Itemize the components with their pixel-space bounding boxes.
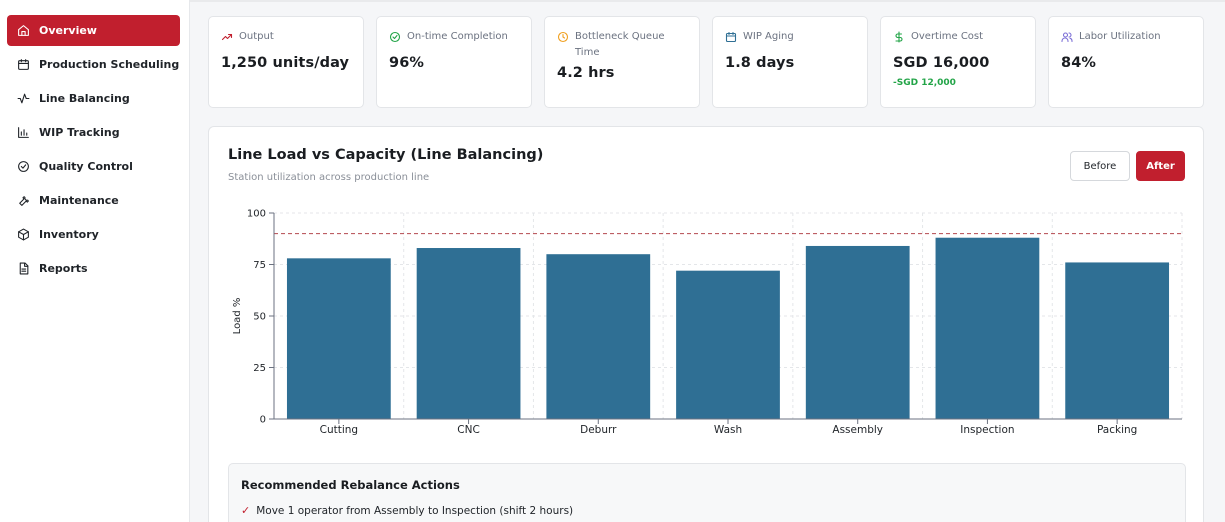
- box-icon: [18, 228, 29, 241]
- sidebar-item-label: Overview: [39, 24, 97, 37]
- sidebar: Overview Production Scheduling Line Bala…: [0, 0, 190, 522]
- before-button[interactable]: Before: [1070, 151, 1130, 181]
- y-tick-label: 100: [247, 209, 266, 220]
- kpi-label: WIP Aging: [743, 31, 794, 42]
- kpi-card-labor-utilization: Labor Utilization 84%: [1048, 16, 1204, 108]
- sidebar-item-production-scheduling[interactable]: Production Scheduling: [7, 49, 180, 80]
- kpi-value: 84%: [1061, 55, 1097, 71]
- kpi-label: Bottleneck Queue Time: [575, 31, 665, 58]
- actions-title: Recommended Rebalance Actions: [241, 478, 460, 492]
- line-load-chart-card: Line Load vs Capacity (Line Balancing) S…: [208, 126, 1204, 522]
- kpi-value: 96%: [389, 55, 425, 71]
- kpi-label: Labor Utilization: [1079, 31, 1161, 42]
- kpi-card-wip-aging: WIP Aging 1.8 days: [712, 16, 868, 108]
- kpi-value: 4.2 hrs: [557, 65, 615, 81]
- kpi-value: 1.8 days: [725, 55, 795, 71]
- rebalance-actions-panel: Recommended Rebalance Actions ✓ Move 1 o…: [228, 463, 1186, 522]
- users-icon: [1061, 32, 1073, 43]
- kpi-value: 1,250 units/day: [221, 55, 350, 71]
- calendar-icon: [18, 59, 29, 70]
- y-tick-label: 75: [253, 260, 266, 271]
- kpi-value: SGD 16,000: [893, 55, 990, 71]
- chart-subtitle: Station utilization across production li…: [228, 172, 430, 183]
- sidebar-item-label: Reports: [39, 262, 88, 275]
- sidebar-item-label: WIP Tracking: [39, 126, 120, 139]
- bar-chart-icon: [18, 127, 29, 138]
- kpi-label: Overtime Cost: [911, 31, 984, 42]
- y-tick-label: 0: [260, 415, 266, 426]
- home-icon: [18, 25, 29, 36]
- calendar-icon: [725, 31, 737, 43]
- x-tick-label: Packing: [1097, 424, 1137, 436]
- bar-wash: [676, 270, 780, 419]
- clock-icon: [557, 31, 569, 43]
- document-icon: [19, 262, 29, 275]
- action-text: Move 1 operator from Assembly to Inspect…: [256, 504, 574, 517]
- activity-icon: [17, 93, 30, 104]
- y-axis-label: Load %: [232, 298, 243, 335]
- sidebar-item-maintenance[interactable]: Maintenance: [7, 185, 180, 216]
- kpi-label: Output: [239, 31, 274, 42]
- x-tick-label: CNC: [457, 424, 480, 436]
- x-tick-label: Assembly: [832, 424, 883, 436]
- action-item: ✓ Move 1 operator from Assembly to Inspe…: [241, 504, 1173, 517]
- x-tick-label: Inspection: [960, 424, 1014, 436]
- bar-deburr: [546, 254, 651, 419]
- kpi-card-overtime-cost: Overtime Cost SGD 16,000 -SGD 12,000: [880, 16, 1036, 108]
- check-circle-icon: [389, 31, 401, 43]
- main-content: Output 1,250 units/day On-time Completio…: [190, 0, 1225, 522]
- trending-up-icon: [221, 33, 233, 41]
- sidebar-item-wip-tracking[interactable]: WIP Tracking: [7, 117, 180, 148]
- x-tick-label: Cutting: [320, 424, 358, 436]
- sidebar-item-quality-control[interactable]: Quality Control: [7, 151, 180, 182]
- sidebar-item-inventory[interactable]: Inventory: [7, 219, 180, 250]
- x-tick-label: Deburr: [580, 424, 617, 436]
- sidebar-item-overview[interactable]: Overview: [7, 15, 180, 46]
- sidebar-item-reports[interactable]: Reports: [7, 253, 180, 284]
- kpi-card-output: Output 1,250 units/day: [208, 16, 364, 108]
- sidebar-item-label: Maintenance: [39, 194, 119, 207]
- kpi-delta: -SGD 12,000: [893, 78, 956, 88]
- bar-cutting: [286, 258, 391, 419]
- kpi-card-bottleneck-queue-time: Bottleneck Queue Time 4.2 hrs: [544, 16, 700, 108]
- bar-cnc: [416, 248, 521, 419]
- dollar-icon: [895, 31, 903, 43]
- kpi-label: On-time Completion: [407, 31, 508, 42]
- bar-chart: 0 25 50 75 100 Cutting CNC Deburr Wash Assembly In…: [232, 209, 1183, 436]
- wrench-icon: [19, 196, 29, 206]
- y-tick-label: 25: [253, 363, 266, 374]
- sidebar-item-label: Quality Control: [39, 160, 133, 173]
- sidebar-item-line-balancing[interactable]: Line Balancing: [7, 83, 180, 114]
- kpi-card-on-time-completion: On-time Completion 96%: [376, 16, 532, 108]
- bar-packing: [1065, 262, 1170, 419]
- bar-assembly: [805, 245, 910, 419]
- sidebar-item-label: Production Scheduling: [39, 58, 180, 71]
- x-tick-label: Wash: [714, 424, 742, 436]
- check-icon: ✓: [241, 504, 251, 517]
- after-button[interactable]: After: [1136, 151, 1185, 181]
- top-divider: [190, 0, 1225, 2]
- check-circle-icon: [18, 161, 29, 172]
- chart-title: Line Load vs Capacity (Line Balancing): [228, 147, 544, 163]
- y-tick-label: 50: [253, 312, 266, 323]
- sidebar-item-label: Inventory: [39, 228, 99, 241]
- sidebar-item-label: Line Balancing: [39, 92, 130, 105]
- bar-inspection: [935, 237, 1040, 419]
